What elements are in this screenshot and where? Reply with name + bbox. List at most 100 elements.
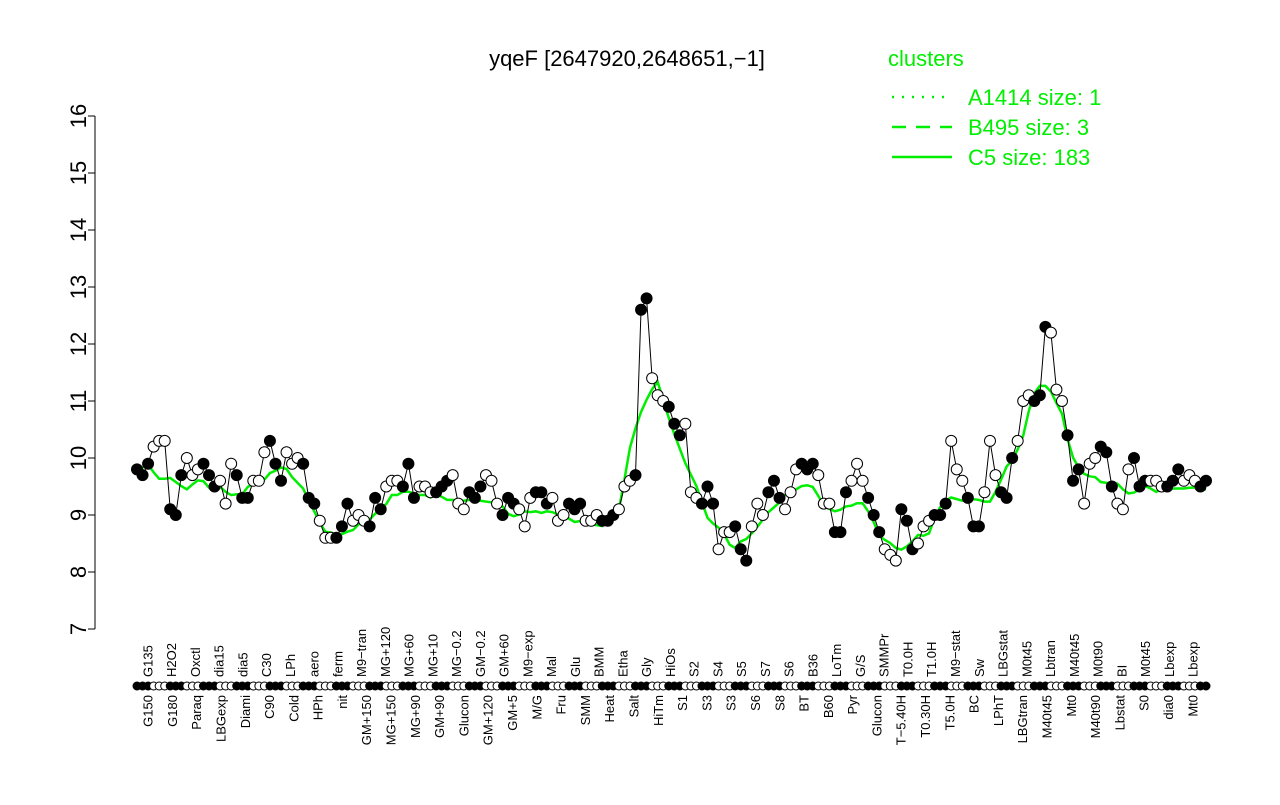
y-tick-label: 8 (66, 566, 91, 578)
data-point (513, 503, 526, 516)
data-point (297, 457, 310, 470)
data-point (180, 452, 193, 464)
x-tick-label-bottom: MG+150 (384, 695, 399, 745)
data-point (1172, 463, 1185, 476)
x-tick-label-bottom: Fru (554, 695, 569, 715)
data-point (845, 474, 858, 487)
x-tick-label-top: S2 (687, 661, 702, 677)
data-point (142, 457, 155, 470)
data-point (856, 474, 869, 487)
data-point (269, 457, 282, 470)
data-point (945, 434, 958, 447)
x-tick-label-top: MG+10 (425, 634, 440, 677)
x-tick-label-top: M9−tran (354, 629, 369, 677)
legend-title: clusters (888, 46, 964, 71)
data-point (557, 509, 570, 521)
x-tick-label-top: MG+60 (402, 634, 417, 677)
x-tick-label-top: M40t45 (1067, 634, 1082, 677)
data-point (1105, 480, 1118, 493)
data-point (535, 486, 548, 499)
x-tick-label-top: Etha (615, 649, 630, 677)
data-point (956, 474, 969, 487)
data-point (1000, 491, 1013, 504)
data-point (867, 509, 880, 521)
x-tick-label-bottom: Cold (286, 695, 301, 722)
x-tick-label-top: BMM (592, 647, 607, 677)
x-tick-label-top: aero (307, 651, 322, 677)
legend-label: B495 size: 3 (968, 115, 1089, 140)
y-tick-label: 11 (66, 390, 91, 413)
data-point (640, 292, 653, 305)
data-point (308, 497, 321, 510)
x-tick-label-bottom: GM+90 (432, 695, 447, 738)
x-tick-label-top: BI (1114, 665, 1129, 677)
data-point (745, 520, 758, 533)
data-point (1078, 497, 1091, 510)
data-point (784, 486, 797, 499)
data-point (1050, 383, 1063, 396)
data-point (313, 514, 326, 527)
x-tick-label-top: M0t45 (1019, 641, 1034, 677)
data-point (546, 491, 559, 504)
data-point (701, 480, 714, 493)
x-tick-label-bottom: Salt (626, 695, 641, 718)
x-tick-label-bottom: Glucon (869, 695, 884, 736)
data-point (668, 417, 681, 430)
data-point (169, 509, 182, 521)
x-tick-label-bottom: Diami (238, 695, 253, 728)
data-point (779, 503, 792, 516)
data-point (662, 400, 675, 413)
x-tick-label-top: Sw (972, 658, 987, 677)
data-point (1100, 446, 1113, 459)
data-point (895, 503, 908, 516)
data-point (873, 526, 886, 539)
x-tick-label-top: SMMPr (877, 633, 892, 677)
data-point (983, 434, 996, 447)
data-point (646, 372, 659, 385)
data-point (330, 531, 343, 544)
x-tick-label-bottom: S1 (675, 695, 690, 711)
x-tick-label-bottom: LBGtran (1015, 695, 1030, 743)
data-point (518, 520, 531, 533)
data-point (629, 469, 642, 482)
data-point (934, 509, 947, 521)
data-point (407, 491, 420, 504)
x-tick-label-bottom: HiTm (651, 695, 666, 726)
x-tick-label-top: M9−stat (948, 630, 963, 677)
x-tick-label-bottom: G180 (165, 695, 180, 727)
x-tick-label-top: dia5 (235, 652, 250, 677)
x-tick-label-top: MG+120 (378, 627, 393, 677)
data-point (1033, 389, 1046, 402)
data-point (263, 434, 276, 447)
x-tick-label-top: G135 (140, 645, 155, 677)
data-point (252, 474, 265, 487)
data-point (275, 474, 288, 487)
x-tick-label-top: Mal (544, 656, 559, 677)
y-tick-label: 14 (66, 218, 91, 242)
data-point (219, 497, 232, 510)
x-tick-label-bottom: Pyr (845, 694, 860, 714)
data-point (773, 491, 786, 504)
x-tick-label-bottom: GM+150 (359, 695, 374, 745)
x-tick-label-bottom: Paraq (189, 695, 204, 730)
data-point (474, 480, 487, 493)
y-tick-label: 12 (66, 332, 91, 356)
x-tick-label-bottom: S3 (699, 695, 714, 711)
data-point (374, 503, 387, 516)
y-tick-label: 10 (66, 446, 91, 470)
data-point (812, 469, 825, 482)
data-point (485, 474, 498, 487)
data-point (158, 434, 171, 447)
x-tick-label-bottom: C90 (262, 695, 277, 719)
x-tick-label-top: LoTm (829, 644, 844, 677)
x-tick-label-bottom: Mt0 (1064, 695, 1079, 717)
x-tick-label-top: LBGstat (996, 630, 1011, 677)
data-point (402, 457, 415, 470)
x-tick-label-top: M9−exp (520, 630, 535, 677)
data-point (900, 514, 913, 527)
data-point (862, 491, 875, 504)
x-tick-label-top: S4 (710, 661, 725, 677)
x-tick-label-top: Lbtran (1043, 640, 1058, 677)
x-tick-label-top: dia15 (212, 645, 227, 677)
data-point (1166, 474, 1179, 487)
